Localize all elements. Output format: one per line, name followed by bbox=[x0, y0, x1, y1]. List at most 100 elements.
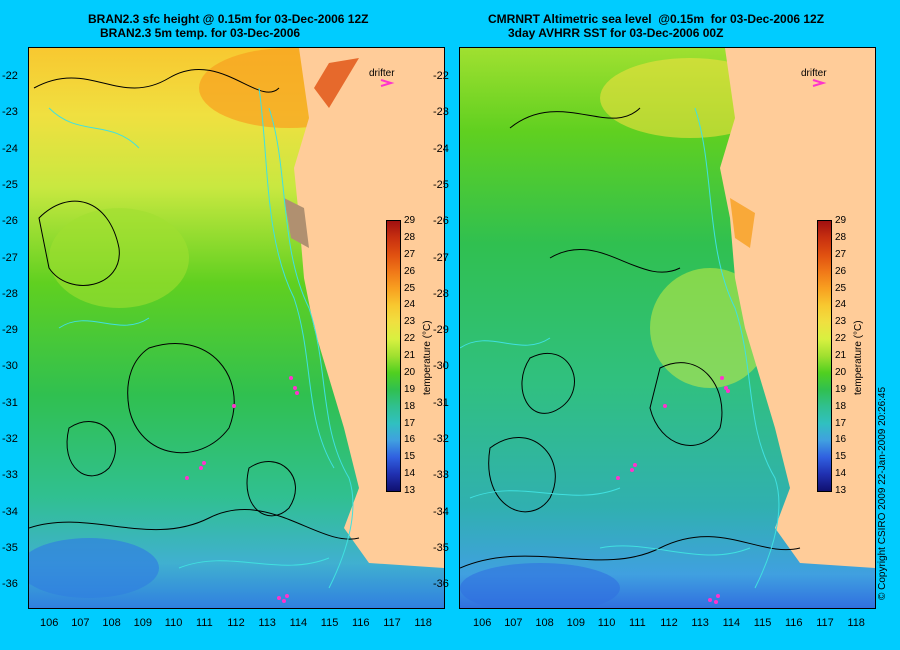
axis-tick-label: -32 bbox=[433, 433, 449, 445]
axis-tick-label: 114 bbox=[722, 617, 741, 629]
colorbar-tick-label: 27 bbox=[404, 248, 416, 260]
colorbar-label: temperature (°C) bbox=[422, 320, 433, 395]
colorbar-label: temperature (°C) bbox=[853, 320, 864, 395]
colorbar-scale bbox=[817, 220, 832, 492]
axis-tick-label: 117 bbox=[383, 617, 401, 629]
axis-tick-label: -23 bbox=[2, 106, 18, 119]
axis-tick-label: -26 bbox=[433, 215, 449, 228]
axis-tick-label: -31 bbox=[433, 396, 449, 409]
colorbar-tick-label: 24 bbox=[835, 299, 847, 311]
colorbar-tick-label: 26 bbox=[404, 265, 416, 277]
axis-tick-label: -35 bbox=[433, 541, 449, 554]
axis-tick-label: 117 bbox=[816, 617, 834, 629]
axis-tick-label: 118 bbox=[414, 617, 432, 629]
axis-tick-label: 116 bbox=[352, 617, 370, 629]
colorbar-tick-label: 29 bbox=[404, 215, 416, 226]
colorbar-tick-label: 14 bbox=[404, 468, 416, 480]
colorbar-scale bbox=[386, 220, 401, 492]
colorbar-tick-label: 23 bbox=[835, 316, 847, 328]
axis-tick-label: -28 bbox=[2, 287, 18, 300]
axis-tick-label: 112 bbox=[227, 617, 245, 629]
colorbar-tick-label: 17 bbox=[404, 417, 416, 429]
axis-tick-label: -27 bbox=[2, 251, 18, 264]
axis-tick-label: -31 bbox=[2, 396, 18, 409]
left-title-line1: BRAN2.3 sfc height @ 0.15m for 03-Dec-20… bbox=[88, 12, 369, 26]
axis-tick-label: -24 bbox=[2, 142, 18, 155]
axis-tick-label: -32 bbox=[2, 433, 18, 445]
axis-tick-label: -36 bbox=[2, 578, 18, 591]
axis-tick-label: -26 bbox=[2, 215, 18, 228]
axis-tick-label: 113 bbox=[258, 617, 276, 629]
axis-tick-label: 106 bbox=[40, 617, 59, 629]
axis-tick-label: -25 bbox=[2, 178, 18, 191]
colorbar-tick-label: 21 bbox=[835, 350, 847, 361]
colorbar-tick-label: 19 bbox=[404, 383, 416, 395]
axis-tick-label: 115 bbox=[753, 617, 772, 629]
colorbar-tick-label: 25 bbox=[404, 282, 416, 294]
right-title-line1: CMRNRT Altimetric sea level @0.15m for 0… bbox=[488, 12, 825, 26]
right-map-panel bbox=[459, 47, 876, 609]
axis-tick-label: 111 bbox=[629, 617, 646, 629]
axis-tick-label: -29 bbox=[2, 324, 18, 337]
colorbar-tick-label: 20 bbox=[835, 366, 847, 378]
colorbar-tick-label: 15 bbox=[835, 451, 847, 463]
axis-tick-label: 115 bbox=[320, 617, 339, 629]
axis-tick-label: -24 bbox=[433, 142, 449, 155]
left-map-panel bbox=[28, 47, 445, 609]
axis-tick-label: 109 bbox=[566, 617, 585, 629]
axis-tick-label: 116 bbox=[785, 617, 803, 629]
drifter-marker-icon bbox=[380, 79, 395, 87]
right-title-line2: 3day AVHRR SST for 03-Dec-2006 00Z bbox=[508, 26, 724, 40]
axis-tick-label: 112 bbox=[660, 617, 678, 629]
colorbar-tick-label: 21 bbox=[404, 350, 416, 361]
colorbar-tick-label: 19 bbox=[835, 383, 847, 395]
right-drifter-label: drifter bbox=[801, 68, 827, 79]
colorbar-tick-label: 20 bbox=[404, 366, 416, 378]
colorbar-tick-label: 28 bbox=[404, 231, 416, 243]
colorbar-tick-label: 16 bbox=[404, 434, 416, 446]
axis-tick-label: -28 bbox=[433, 287, 449, 300]
colorbar-tick-label: 13 bbox=[835, 485, 847, 496]
colorbar-tick-label: 13 bbox=[404, 485, 416, 496]
left-drifter-label: drifter bbox=[369, 68, 395, 79]
colorbar-tick-label: 22 bbox=[404, 333, 416, 345]
axis-tick-label: 114 bbox=[289, 617, 308, 629]
axis-tick-label: 118 bbox=[847, 617, 865, 629]
colorbar-tick-label: 24 bbox=[404, 299, 416, 311]
colorbar-tick-label: 22 bbox=[835, 333, 847, 345]
axis-tick-label: 111 bbox=[196, 617, 213, 629]
colorbar-tick-label: 18 bbox=[835, 400, 847, 412]
axis-tick-label: 113 bbox=[691, 617, 709, 629]
axis-tick-label: 109 bbox=[133, 617, 152, 629]
colorbar-tick-label: 14 bbox=[835, 468, 847, 480]
axis-tick-label: -22 bbox=[433, 70, 449, 82]
colorbar-tick-label: 18 bbox=[404, 400, 416, 412]
axis-tick-label: -36 bbox=[433, 578, 449, 591]
colorbar-tick-label: 17 bbox=[835, 417, 847, 429]
axis-tick-label: -34 bbox=[2, 505, 18, 518]
colorbar-tick-label: 16 bbox=[835, 434, 847, 446]
colorbar-tick-label: 23 bbox=[404, 316, 416, 328]
axis-tick-label: 107 bbox=[504, 617, 523, 629]
drifter-marker-icon bbox=[812, 79, 827, 87]
colorbar-tick-label: 27 bbox=[835, 248, 847, 260]
colorbar-tick-label: 25 bbox=[835, 282, 847, 294]
axis-tick-label: 107 bbox=[71, 617, 90, 629]
axis-tick-label: -30 bbox=[433, 360, 449, 373]
colorbar-tick-label: 26 bbox=[835, 265, 847, 277]
colorbar-tick-label: 15 bbox=[404, 451, 416, 463]
right-sst-map bbox=[460, 48, 875, 608]
axis-tick-label: -29 bbox=[433, 324, 449, 337]
axis-tick-label: 106 bbox=[473, 617, 492, 629]
axis-tick-label: -33 bbox=[2, 469, 18, 482]
axis-tick-label: 110 bbox=[597, 617, 616, 629]
axis-tick-label: -30 bbox=[2, 360, 18, 373]
copyright-text: © Copyright CSIRO 2009 22-Jan-2009 20:26… bbox=[877, 386, 888, 600]
axis-tick-label: -35 bbox=[2, 541, 18, 554]
axis-tick-label: -27 bbox=[433, 251, 449, 264]
left-title-line2: BRAN2.3 5m temp. for 03-Dec-2006 bbox=[100, 26, 301, 40]
axis-tick-label: 108 bbox=[102, 617, 121, 629]
axis-tick-label: -25 bbox=[433, 178, 449, 191]
axis-tick-label: -34 bbox=[433, 505, 449, 518]
left-sst-map bbox=[29, 48, 444, 608]
